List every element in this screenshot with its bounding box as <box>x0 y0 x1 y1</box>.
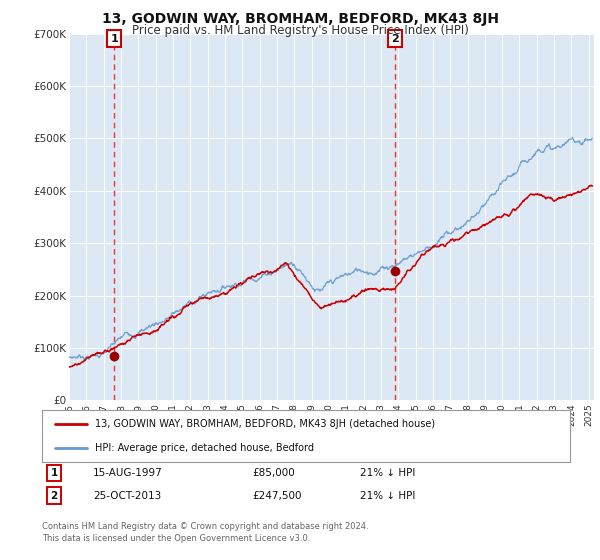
Text: 13, GODWIN WAY, BROMHAM, BEDFORD, MK43 8JH (detached house): 13, GODWIN WAY, BROMHAM, BEDFORD, MK43 8… <box>95 419 435 430</box>
Text: 25-OCT-2013: 25-OCT-2013 <box>93 491 161 501</box>
Text: 15-AUG-1997: 15-AUG-1997 <box>93 468 163 478</box>
Text: £247,500: £247,500 <box>252 491 302 501</box>
Text: 21% ↓ HPI: 21% ↓ HPI <box>360 491 415 501</box>
Text: Price paid vs. HM Land Registry's House Price Index (HPI): Price paid vs. HM Land Registry's House … <box>131 24 469 36</box>
Text: 1: 1 <box>50 468 58 478</box>
Text: 1: 1 <box>110 34 118 44</box>
Text: 2: 2 <box>391 34 399 44</box>
Text: 21% ↓ HPI: 21% ↓ HPI <box>360 468 415 478</box>
Text: Contains HM Land Registry data © Crown copyright and database right 2024.
This d: Contains HM Land Registry data © Crown c… <box>42 522 368 543</box>
Text: 13, GODWIN WAY, BROMHAM, BEDFORD, MK43 8JH: 13, GODWIN WAY, BROMHAM, BEDFORD, MK43 8… <box>101 12 499 26</box>
Text: £85,000: £85,000 <box>252 468 295 478</box>
Text: 2: 2 <box>50 491 58 501</box>
Text: HPI: Average price, detached house, Bedford: HPI: Average price, detached house, Bedf… <box>95 443 314 453</box>
